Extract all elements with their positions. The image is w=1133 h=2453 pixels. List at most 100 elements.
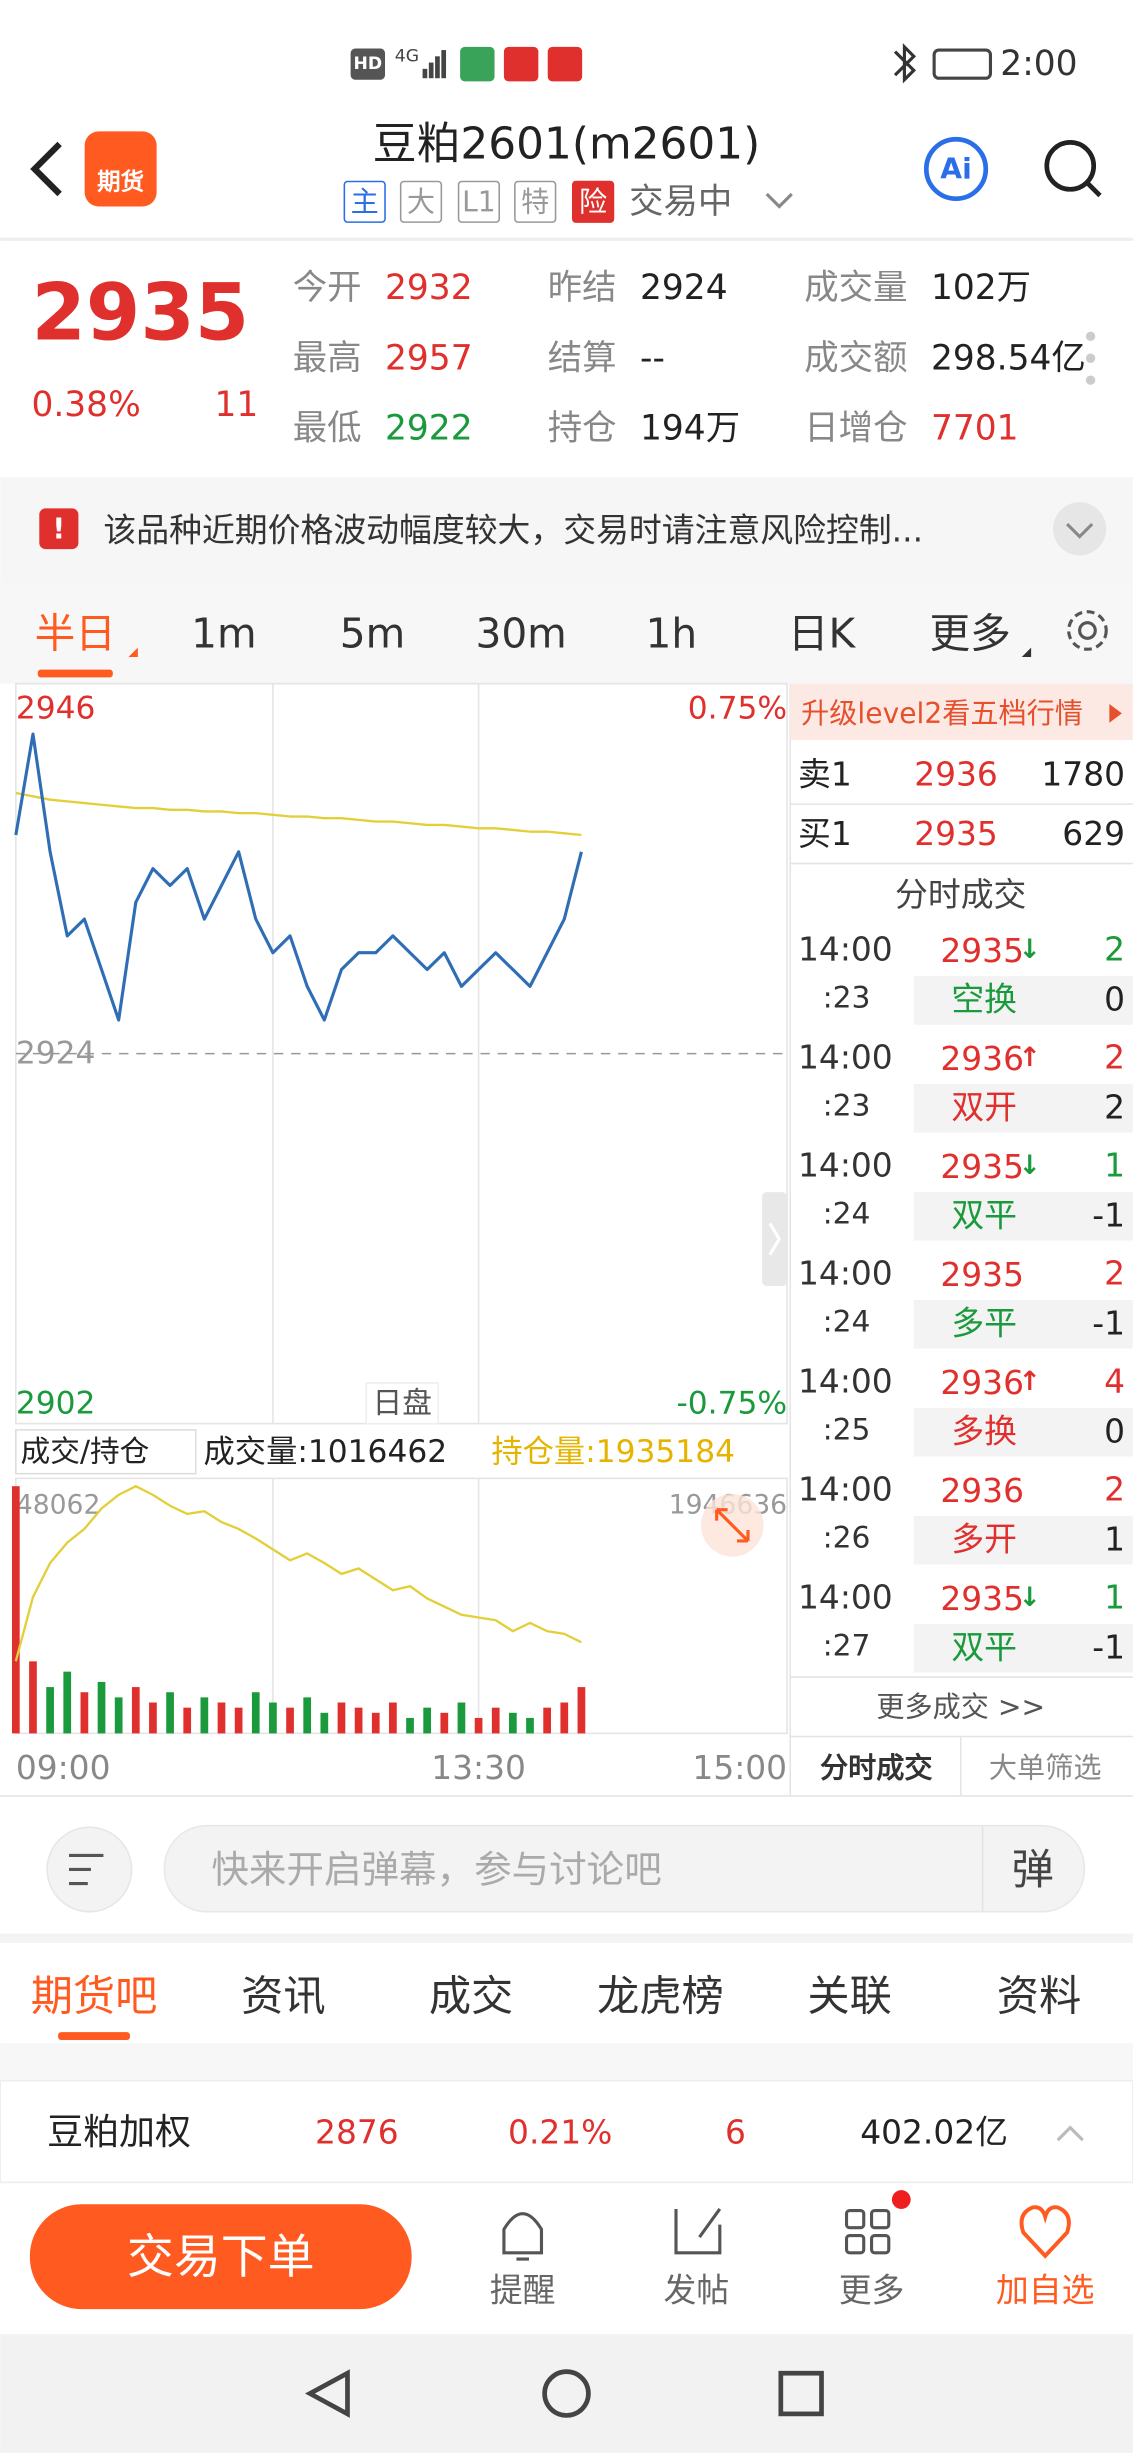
field-label: 日增仓: [804, 409, 907, 449]
comment-placeholder[interactable]: 快来开启弹幕，参与讨论吧: [211, 1847, 661, 1891]
more-dot[interactable]: [1085, 353, 1096, 363]
level2-banner[interactable]: 升级level2看五档行情: [801, 697, 1083, 730]
volume-bar: [491, 1707, 500, 1734]
back-button[interactable]: [30, 141, 62, 197]
content-tab[interactable]: 龙虎榜: [597, 1972, 724, 2021]
footer-item[interactable]: 加自选: [996, 2271, 1095, 2309]
notice-expand[interactable]: [1053, 502, 1107, 556]
related-amount: 402.02亿: [860, 2113, 1008, 2151]
volume-bar: [354, 1707, 363, 1734]
field-label: 持仓: [548, 409, 617, 449]
tag-box: [571, 180, 615, 223]
notice-text: 该品种近期价格波动幅度较大，交易时请注意风险控制...: [103, 511, 923, 549]
tag: 特: [521, 185, 549, 218]
trade-volume: 2: [1104, 1039, 1125, 1077]
volume-bar: [131, 1687, 140, 1734]
trade-type: 双开: [951, 1089, 1017, 1127]
footer-item[interactable]: 提醒: [490, 2271, 556, 2309]
volume-label: 成交量:1016462: [204, 1434, 448, 1470]
trade-oi-change: -1: [1092, 1197, 1125, 1235]
more-icon: [869, 2208, 891, 2230]
volume-bar: [543, 1707, 551, 1734]
trade-time: 14:00: [798, 1146, 893, 1184]
session-label-bg: [365, 1382, 440, 1425]
trade-type-bg: [913, 1192, 1133, 1241]
trade-oi-change: -1: [1092, 1304, 1125, 1342]
volume-bar: [440, 1712, 449, 1734]
nav-back[interactable]: [305, 2369, 350, 2418]
field-value: 298.54亿: [931, 338, 1086, 378]
trade-oi-change: -1: [1092, 1628, 1125, 1666]
footer-item[interactable]: 更多: [839, 2271, 905, 2309]
volume-bar: [423, 1707, 432, 1734]
search-button[interactable]: [1044, 140, 1097, 192]
x-tick-label: 09:00: [16, 1749, 111, 1787]
chart-tab[interactable]: 更多: [929, 610, 1010, 658]
content-tab[interactable]: 资料: [997, 1972, 1081, 2021]
trades-tab[interactable]: 分时成交: [820, 1751, 933, 1784]
content-tab[interactable]: 资讯: [241, 1972, 325, 2021]
related-pct: 0.21%: [508, 2113, 612, 2151]
trade-type: 多平: [951, 1304, 1017, 1342]
tag-box: [399, 180, 443, 223]
order-button-text[interactable]: 交易下单: [127, 2230, 315, 2285]
volume-bar: [46, 1687, 54, 1734]
search-handle: [1085, 181, 1102, 198]
ai-text[interactable]: Ai: [940, 152, 971, 185]
content-tab[interactable]: 成交: [429, 1972, 513, 2021]
trade-volume: 2: [1104, 1470, 1125, 1508]
status-chevron: [765, 192, 793, 209]
volume-bar: [389, 1702, 397, 1734]
field-label: 最低: [293, 409, 362, 449]
chart-tab[interactable]: 半日: [35, 610, 116, 658]
x-tick-label: 15:00: [692, 1749, 787, 1787]
bell-icon: [502, 2212, 544, 2261]
chart-tab[interactable]: 1h: [645, 610, 697, 658]
volume-bar: [286, 1707, 294, 1734]
trade-oi-change: 2: [1104, 1089, 1125, 1127]
chart-tab[interactable]: 5m: [340, 610, 405, 658]
ai-button[interactable]: [923, 136, 989, 202]
trade-time: 14:00: [798, 1039, 893, 1077]
trade-type-bg: [913, 1623, 1133, 1673]
settings-button[interactable]: [1067, 610, 1108, 651]
oi-line: [14, 1484, 582, 1662]
tag-box: [514, 180, 557, 223]
trade-type: 空换: [951, 981, 1017, 1019]
danmaku-button[interactable]: 弹: [1012, 1845, 1054, 1894]
related-chevron[interactable]: [1056, 2125, 1084, 2142]
field-label: 昨结: [548, 268, 617, 308]
trade-sec: :23: [823, 1089, 871, 1124]
chart-tab[interactable]: 30m: [475, 610, 566, 658]
content-tab[interactable]: 期货吧: [31, 1972, 158, 2021]
tag: L1: [462, 185, 496, 218]
trade-oi-change: 0: [1104, 1412, 1125, 1450]
nav-home[interactable]: [542, 2369, 591, 2418]
chart-tab[interactable]: 日K: [788, 610, 857, 658]
trade-volume: 2: [1104, 1254, 1125, 1292]
app-icon: [503, 46, 539, 82]
clock: 2:00: [1000, 44, 1077, 84]
settings-hub: [1078, 621, 1097, 640]
volume-tick: 48062: [16, 1489, 101, 1520]
trade-arrow: ↑: [1019, 1366, 1041, 1397]
content-tab[interactable]: 关联: [807, 1972, 891, 2021]
volume-bar: [337, 1702, 346, 1734]
volume-bar: [509, 1712, 517, 1734]
notice-icon-text: !: [52, 512, 65, 545]
book-label: 卖1: [798, 755, 852, 793]
more-dot[interactable]: [1085, 375, 1096, 385]
trade-time: 14:00: [798, 931, 893, 969]
trade-time: 14:00: [798, 1362, 893, 1400]
footer-item[interactable]: 发帖: [663, 2271, 729, 2309]
more-dot[interactable]: [1085, 331, 1096, 342]
trade-price: 2935: [940, 1256, 1024, 1294]
field-label: 成交量: [804, 268, 907, 308]
tag: 主: [351, 185, 379, 218]
x-tick-label: 13:30: [431, 1749, 526, 1787]
session-label: 日盘: [373, 1386, 432, 1421]
selector[interactable]: 成交/持仓: [21, 1434, 150, 1469]
trades-tab[interactable]: 大单筛选: [989, 1751, 1102, 1784]
chart-tab[interactable]: 1m: [191, 610, 256, 658]
more-trades[interactable]: 更多成交 >>: [876, 1690, 1045, 1723]
